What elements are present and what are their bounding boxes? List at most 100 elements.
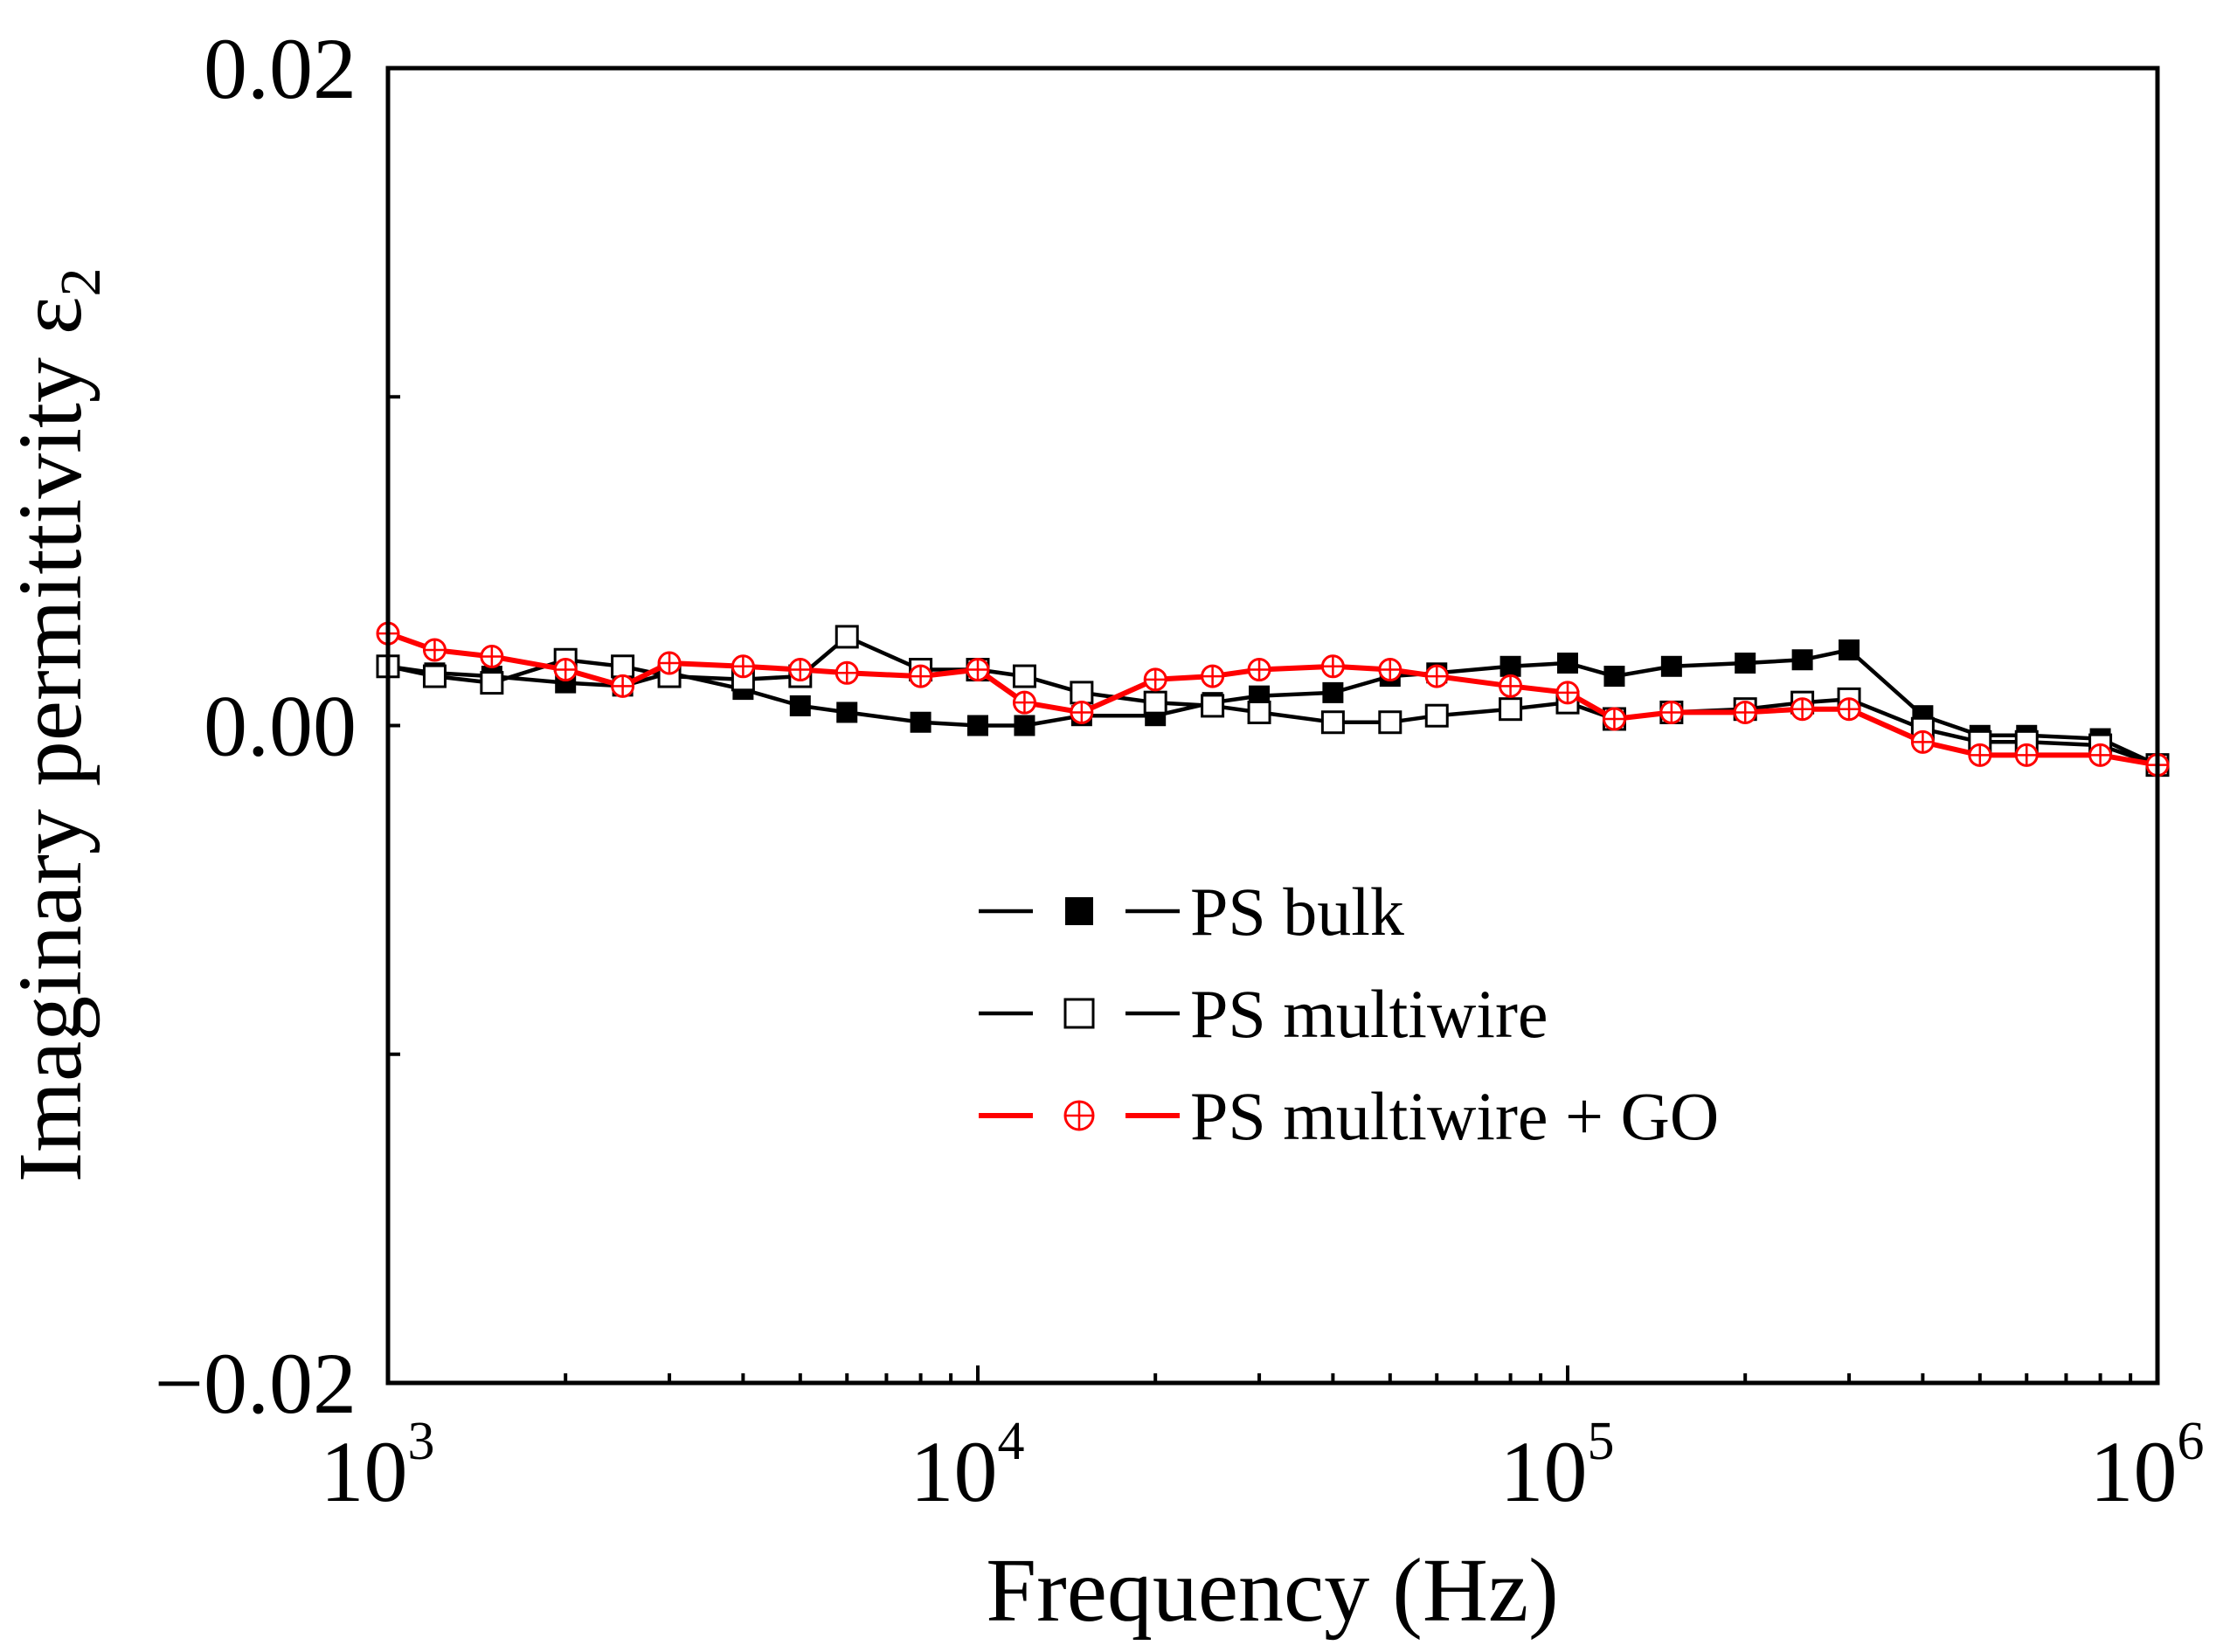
series-0-point-9-shape xyxy=(910,711,932,733)
x-tick-label-1-exp: 4 xyxy=(998,1412,1025,1471)
series-1-point-15 xyxy=(1247,700,1271,724)
legend-marker-1 xyxy=(1063,998,1095,1029)
series-1-point-15-shape xyxy=(1247,700,1271,724)
legend-item-2: PS multiwire + GO xyxy=(979,1078,1719,1154)
x-tick-label-3-exp: 6 xyxy=(2178,1412,2205,1471)
series-0-point-21 xyxy=(1603,666,1625,688)
series-2-point-16 xyxy=(1320,654,1345,679)
series-0-point-25 xyxy=(1839,639,1860,660)
series-1-point-13 xyxy=(1143,690,1167,715)
x-tick-label-1-base: 10 xyxy=(911,1423,998,1520)
x-axis-title: Frequency (Hz) xyxy=(986,1540,1558,1641)
legend-item-0: PS bulk xyxy=(979,874,1404,950)
series-1-line xyxy=(387,634,2158,767)
y-axis-title-main: Imaginary permittivity ε xyxy=(0,296,100,1182)
series-0-point-23 xyxy=(1735,653,1756,674)
ticks-layer xyxy=(386,66,2159,1385)
series-2-point-9 xyxy=(909,664,933,688)
series-2-point-3 xyxy=(553,658,578,682)
series-0-point-23-shape xyxy=(1735,653,1756,674)
y-axis-title-group: Imaginary permittivity ε2 xyxy=(0,267,113,1182)
series-2-point-18 xyxy=(1424,664,1449,688)
series-2-point-21 xyxy=(1602,707,1626,731)
legend-label-1: PS multiwire xyxy=(1190,976,1548,1052)
legend-marker-0-shape xyxy=(1065,897,1093,925)
series-0-point-7-shape xyxy=(789,695,811,716)
series-0-point-24-shape xyxy=(1791,649,1813,671)
series-0-point-20 xyxy=(1557,653,1578,674)
series-1-point-18 xyxy=(1424,703,1449,728)
series-2-line xyxy=(386,631,2158,768)
series-2-point-19 xyxy=(1499,674,1523,698)
series-2-point-23 xyxy=(1733,700,1757,724)
series-1-point-12 xyxy=(1070,681,1094,705)
x-tick-label-3-base: 10 xyxy=(2090,1423,2178,1520)
y-axis-title: Imaginary permittivity ε2 xyxy=(0,267,113,1182)
series-1-point-17 xyxy=(1378,710,1402,735)
y-tick-label-1: 0.00 xyxy=(204,678,357,775)
series-2-point-2 xyxy=(480,644,504,668)
series-1-point-1 xyxy=(422,664,447,688)
y-axis-title-subscript: 2 xyxy=(49,267,113,296)
series-2-point-7 xyxy=(788,658,813,682)
series-2-point-12 xyxy=(1070,700,1094,724)
series-2-point-15 xyxy=(1247,658,1271,682)
series-1-point-8 xyxy=(835,625,859,649)
x-tick-label-0-base: 10 xyxy=(321,1423,408,1520)
series-1-point-8-shape xyxy=(835,625,859,649)
series-0-point-22-shape xyxy=(1660,655,1682,677)
legend-marker-0 xyxy=(1065,897,1093,925)
series-0-point-25-shape xyxy=(1839,639,1860,660)
series-2-point-28 xyxy=(2014,743,2039,767)
series-1-point-18-shape xyxy=(1424,703,1449,728)
series-1-point-12-shape xyxy=(1070,681,1094,705)
series-1-point-14-shape xyxy=(1201,694,1225,718)
series-2-point-1 xyxy=(422,638,447,662)
series-2-point-24 xyxy=(1790,697,1815,722)
series-2-point-26 xyxy=(1910,729,1935,754)
series-1-point-11 xyxy=(1012,664,1036,688)
legend-label-0: PS bulk xyxy=(1190,874,1404,950)
series-2-point-14 xyxy=(1201,664,1225,688)
series-1-point-4-shape xyxy=(611,654,635,679)
x-tick-label-0-exp: 3 xyxy=(408,1412,435,1471)
series-0-point-11 xyxy=(1014,715,1035,736)
series-2-point-22 xyxy=(1659,700,1684,724)
series-2-point-8 xyxy=(835,660,859,685)
series-1-point-17-shape xyxy=(1378,710,1402,735)
x-tick-label-2-exp: 5 xyxy=(1588,1412,1615,1471)
series-2-point-6 xyxy=(731,654,755,679)
series-1-point-19 xyxy=(1499,697,1523,722)
series-0-point-10 xyxy=(967,715,988,736)
legend-item-1: PS multiwire xyxy=(979,976,1548,1052)
series-0-point-16-shape xyxy=(1322,681,1344,703)
series-1-point-11-shape xyxy=(1012,664,1036,688)
x-tick-label-3: 106 xyxy=(2090,1412,2205,1520)
y-tick-label-2: −0.02 xyxy=(155,1335,357,1432)
series-0-point-21-shape xyxy=(1603,666,1625,688)
series-1-point-16 xyxy=(1320,710,1345,735)
series-0-point-16 xyxy=(1322,681,1344,703)
series-0-point-9 xyxy=(910,711,932,733)
series-0-point-8 xyxy=(836,702,858,723)
legend: PS bulk PS multiwire PS multiwire + GO xyxy=(979,874,1719,1154)
x-tick-label-2: 105 xyxy=(1500,1412,1615,1520)
series-0-point-20-shape xyxy=(1557,653,1578,674)
x-tick-label-0: 103 xyxy=(321,1412,435,1520)
legend-marker-1-shape xyxy=(1063,998,1095,1029)
series-0-point-19-shape xyxy=(1499,655,1521,677)
series-2-point-4 xyxy=(611,674,635,698)
series-1-point-2 xyxy=(480,671,504,695)
series-0-point-10-shape xyxy=(967,715,988,736)
x-tick-label-1: 104 xyxy=(911,1412,1025,1520)
series-1-point-14 xyxy=(1201,694,1225,718)
series-1-point-16-shape xyxy=(1320,710,1345,735)
series-0-point-22 xyxy=(1660,655,1682,677)
series-0-point-11-shape xyxy=(1014,715,1035,736)
series-2-point-11 xyxy=(1012,690,1036,715)
series-1-point-19-shape xyxy=(1499,697,1523,722)
series-2-point-13 xyxy=(1143,667,1167,692)
series-0-point-7 xyxy=(789,695,811,716)
y-tick-label-0: 0.02 xyxy=(204,20,357,117)
